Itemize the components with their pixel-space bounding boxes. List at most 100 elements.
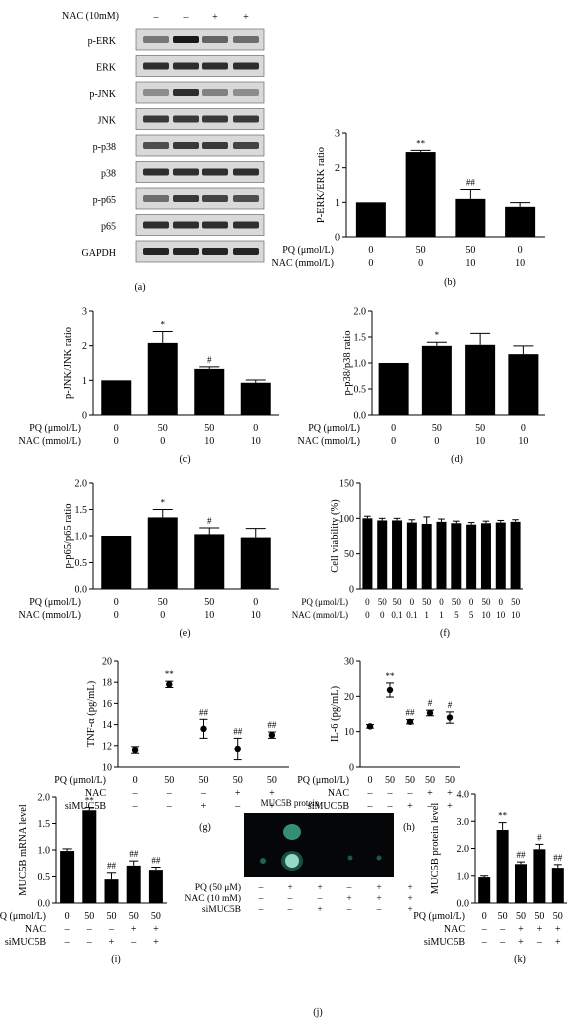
y-tick-label: 20 (102, 657, 112, 668)
significance-label: ## (199, 707, 209, 717)
condition-value: 10 (515, 258, 525, 269)
bar (406, 522, 417, 589)
condition-value: 50 (267, 775, 277, 786)
blot-a-band (143, 36, 169, 43)
blot-a-strip (135, 55, 265, 77)
significance-label: ** (498, 811, 508, 821)
blot-a-band (233, 248, 259, 255)
condition-value: + (518, 924, 524, 935)
y-tick-label: 10 (102, 763, 112, 774)
y-axis-label: p-p38/p38 ratio (342, 330, 353, 395)
panel-label-j: (j) (313, 1007, 322, 1018)
panel-label-g: (g) (199, 822, 211, 833)
blot-j-mark: + (376, 894, 381, 904)
condition-value: 10 (204, 436, 214, 447)
y-axis-label: MUC5B protein level (430, 803, 441, 895)
condition-label: PQ (μmol/L) (282, 245, 334, 256)
bar (455, 198, 486, 237)
condition-value: 50 (534, 911, 544, 922)
y-tick-label: 1 (335, 198, 340, 209)
condition-value: 0 (365, 610, 370, 620)
condition-value: 50 (405, 775, 415, 786)
blot-j-mark: – (258, 883, 264, 893)
y-axis-label: TNF-α (pg/mL) (86, 680, 97, 747)
condition-value: 0 (160, 610, 165, 621)
condition-value: 0 (391, 436, 396, 447)
condition-value: 50 (204, 423, 214, 434)
condition-value: – (166, 788, 173, 799)
blot-a-band (202, 36, 228, 43)
dot-blot-spot (376, 855, 382, 861)
condition-value: – (86, 924, 93, 935)
condition-value: 0 (439, 597, 444, 607)
y-tick-label: 1.5 (38, 819, 51, 830)
blot-a-band-label: JNK (98, 116, 117, 127)
blot-a-band (202, 62, 228, 70)
condition-value: – (536, 937, 543, 948)
blot-a-band-label: p38 (101, 169, 116, 180)
bar (101, 536, 132, 589)
condition-label: siMUC5B (308, 801, 349, 812)
blot-a-band-label: p-JNK (89, 89, 116, 100)
condition-value: 10 (251, 436, 261, 447)
condition-value: 50 (481, 597, 491, 607)
condition-value: + (235, 788, 241, 799)
y-tick-label: 1.0 (354, 359, 367, 370)
bar (405, 152, 436, 237)
condition-value: 50 (445, 775, 455, 786)
condition-value: 10 (465, 258, 475, 269)
y-tick-label: 0 (82, 411, 87, 422)
y-tick-label: 2.0 (457, 844, 470, 855)
blot-a-band-label: ERK (96, 63, 117, 74)
blot-a-strip (135, 134, 265, 157)
condition-label: siMUC5B (424, 937, 465, 948)
blot-a-band (233, 195, 259, 202)
data-point (234, 745, 241, 753)
condition-value: 0 (434, 436, 439, 447)
blot-a-band (202, 221, 228, 229)
significance-label: ## (151, 855, 161, 865)
blot-a-band (173, 62, 199, 70)
panel-label-a: (a) (134, 282, 145, 293)
condition-value: + (555, 937, 561, 948)
y-tick-label: 1 (82, 376, 87, 387)
condition-value: 50 (151, 911, 161, 922)
blot-a-band (233, 115, 259, 123)
condition-value: 0 (418, 258, 423, 269)
blot-j-mark: + (407, 894, 412, 904)
condition-value: + (153, 937, 159, 948)
panel-label-e: (e) (179, 628, 190, 639)
blot-j-mark: – (258, 905, 264, 915)
condition-value: 50 (158, 423, 168, 434)
condition-value: 50 (233, 775, 243, 786)
blot-j-row-label: PQ (50 μM) (195, 882, 241, 893)
condition-value: 10 (496, 610, 506, 620)
blot-j-row-label: siMUC5B (202, 905, 241, 915)
condition-label: PQ (μmol/L) (29, 597, 81, 608)
condition-value: 10 (251, 610, 261, 621)
condition-label: PQ (μmol/L) (413, 911, 465, 922)
bar (508, 354, 539, 415)
y-tick-label: 1.5 (354, 333, 367, 344)
condition-value: 0 (368, 258, 373, 269)
significance-label: # (448, 700, 453, 710)
condition-value: – (387, 788, 394, 799)
condition-value: + (201, 801, 207, 812)
condition-value: 10 (481, 610, 491, 620)
blot-a-band (202, 89, 228, 96)
bar (421, 523, 432, 589)
significance-label: # (207, 516, 212, 526)
panel-label-k: (k) (514, 954, 526, 965)
blot-a-band (202, 142, 228, 149)
blot-a-band (173, 89, 199, 96)
condition-value: + (518, 937, 524, 948)
condition-value: – (64, 924, 71, 935)
y-tick-label: 0.5 (75, 558, 88, 569)
y-tick-label: 2 (82, 341, 87, 352)
condition-value: – (407, 788, 414, 799)
significance-label: * (435, 330, 440, 340)
blot-a-strip (135, 161, 265, 183)
bar (355, 202, 386, 237)
